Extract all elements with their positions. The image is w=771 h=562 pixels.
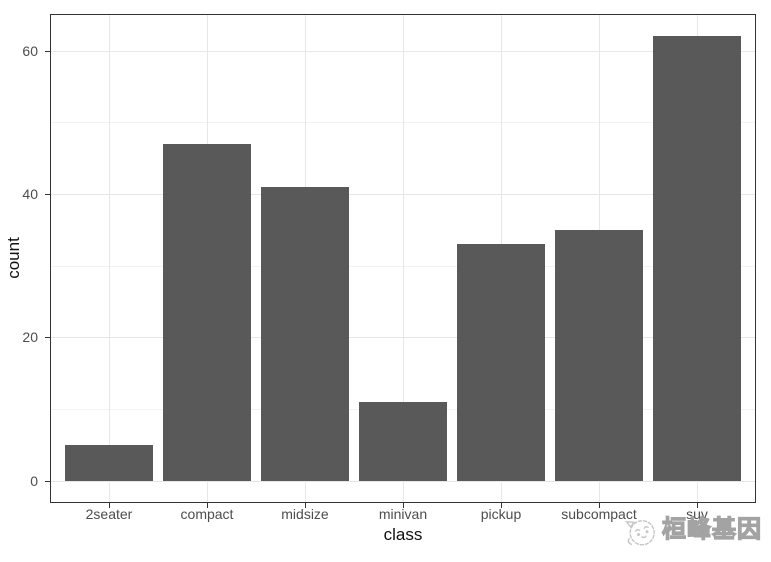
x-tick-label: compact [180, 506, 234, 522]
x-tick-label: 2seater [85, 506, 133, 522]
y-tick-label: 40 [22, 186, 38, 202]
x-axis-tick [501, 503, 502, 508]
y-tick-label: 0 [30, 473, 38, 489]
bar [457, 244, 545, 481]
bar [359, 402, 447, 481]
x-axis-tick [403, 503, 404, 508]
bar [65, 445, 153, 481]
x-axis-tick [697, 503, 698, 508]
major-v-gridline [403, 15, 404, 502]
x-tick-label: midsize [281, 506, 329, 522]
x-axis-tick [109, 503, 110, 508]
y-axis-tick [45, 51, 50, 52]
y-axis-tick [45, 194, 50, 195]
x-tick-label: suv [686, 506, 708, 522]
bar [261, 187, 349, 481]
x-axis-tick [207, 503, 208, 508]
x-axis-tick [305, 503, 306, 508]
y-axis-title: count [4, 237, 23, 279]
y-tick-label: 60 [22, 43, 38, 59]
x-tick-label: subcompact [561, 506, 637, 522]
x-axis-title: class [383, 525, 423, 544]
bar [653, 36, 741, 481]
y-axis-tick [45, 337, 50, 338]
x-tick-label: pickup [480, 506, 522, 522]
x-tick-label: minivan [378, 506, 428, 522]
major-v-gridline [109, 15, 110, 502]
y-axis-tick [45, 481, 50, 482]
y-tick-label: 20 [22, 329, 38, 345]
bar [163, 144, 251, 481]
x-axis-tick [599, 503, 600, 508]
bar [555, 230, 643, 481]
